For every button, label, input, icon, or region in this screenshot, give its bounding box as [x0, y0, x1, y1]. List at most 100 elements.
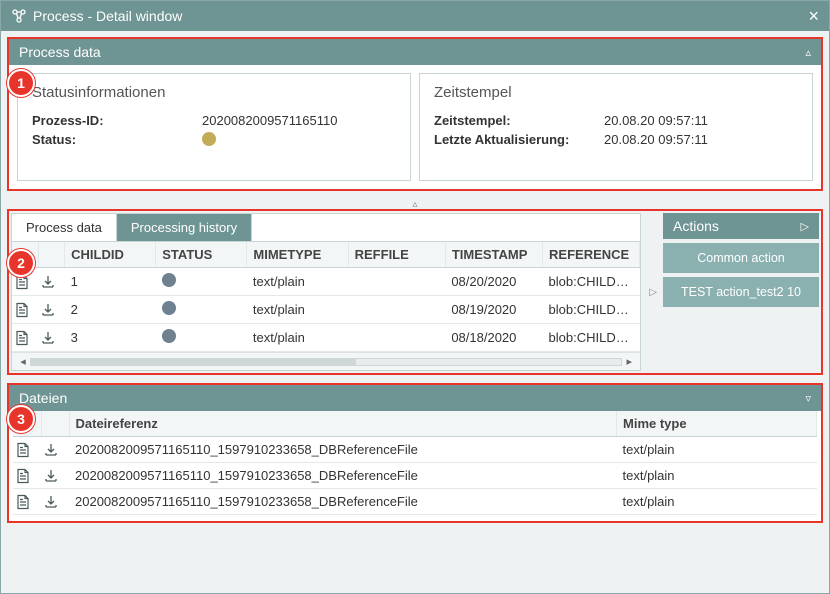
history-col-header[interactable]: REFERENCE — [543, 242, 640, 268]
status-info-heading: Statusinformationen — [32, 84, 396, 101]
cell-reference: blob:CHILD… — [543, 324, 640, 352]
scroll-thumb[interactable] — [31, 359, 356, 365]
history-panel: Process data Processing history CHILDIDS… — [11, 213, 641, 371]
file-icon[interactable] — [12, 296, 38, 324]
process-icon — [11, 8, 33, 24]
actions-panel: Actions ▷ Common action TEST action_test2… — [663, 213, 819, 371]
status-dot-gray — [162, 301, 176, 315]
files-section: 3 Dateien ▿ DateireferenzMime type202008… — [7, 383, 823, 523]
scroll-track[interactable] — [30, 358, 622, 366]
actions-header[interactable]: Actions ▷ — [663, 213, 819, 239]
detail-window: Process - Detail window × 1 Process data… — [0, 0, 830, 594]
callout-badge-3: 3 — [7, 405, 35, 433]
files-table: DateireferenzMime type202008200957116511… — [13, 411, 817, 515]
kv-key: Status: — [32, 132, 202, 149]
cell-reffile — [348, 324, 445, 352]
cell-mimetype: text/plain — [247, 296, 348, 324]
download-icon[interactable] — [38, 268, 64, 296]
history-col-header[interactable]: CHILDID — [65, 242, 156, 268]
file-icon[interactable] — [13, 437, 41, 463]
splitter-handle[interactable]: ▵ — [7, 199, 823, 209]
cell-status — [156, 324, 247, 352]
download-icon[interactable] — [41, 463, 69, 489]
kv-key: Zeitstempel: — [434, 113, 604, 128]
history-col-header[interactable]: STATUS — [156, 242, 247, 268]
file-icon[interactable] — [13, 489, 41, 515]
kv-value: 2020082009571165110 — [202, 113, 396, 128]
file-icon[interactable] — [13, 463, 41, 489]
timestamp-card: Zeitstempel Zeitstempel:20.08.20 09:57:1… — [419, 73, 813, 181]
cell-reffile — [348, 296, 445, 324]
tabs-row: Process data Processing history — [12, 214, 640, 242]
files-row[interactable]: 2020082009571165110_1597910233658_DBRefe… — [13, 463, 817, 489]
collapse-icon[interactable]: ▵ — [805, 46, 811, 59]
window-title: Process - Detail window — [33, 8, 808, 24]
kv-value: 20.08.20 09:57:11 — [604, 132, 798, 147]
kv-row: Status: — [32, 132, 396, 149]
files-header[interactable]: Dateien ▿ — [9, 385, 821, 411]
status-info-card: Statusinformationen Prozess-ID:202008200… — [17, 73, 411, 181]
cell-reference: blob:CHILD… — [543, 296, 640, 324]
history-actions-section: 2 Process data Processing history CHILDI… — [7, 209, 823, 375]
download-icon[interactable] — [41, 489, 69, 515]
horizontal-scrollbar[interactable]: ◂ ▸ — [12, 352, 640, 370]
kv-row: Letzte Aktualisierung:20.08.20 09:57:11 — [434, 132, 798, 147]
files-row[interactable]: 2020082009571165110_1597910233658_DBRefe… — [13, 437, 817, 463]
history-col-header[interactable]: MIMETYPE — [247, 242, 348, 268]
cell-childid: 1 — [65, 268, 156, 296]
callout-badge-2: 2 — [7, 249, 35, 277]
cell-reference: blob:CHILD… — [543, 268, 640, 296]
scroll-right-icon[interactable]: ▸ — [622, 355, 636, 368]
kv-row: Prozess-ID:2020082009571165110 — [32, 113, 396, 128]
files-row[interactable]: 2020082009571165110_1597910233658_DBRefe… — [13, 489, 817, 515]
history-row[interactable]: 3text/plain08/18/2020blob:CHILD… — [12, 324, 640, 352]
cell-status — [156, 296, 247, 324]
title-bar: Process - Detail window × — [1, 1, 829, 31]
side-collapse-icon[interactable]: ▷ — [649, 287, 657, 298]
close-icon[interactable]: × — [808, 6, 819, 27]
history-col-header[interactable] — [38, 242, 64, 268]
download-icon[interactable] — [38, 296, 64, 324]
actions-title: Actions — [673, 218, 719, 234]
history-col-header[interactable]: REFFILE — [348, 242, 445, 268]
tab-processing-history[interactable]: Processing history — [117, 214, 252, 241]
process-data-section: 1 Process data ▵ Statusinformationen Pro… — [7, 37, 823, 191]
files-title: Dateien — [19, 390, 67, 406]
cell-fileref: 2020082009571165110_1597910233658_DBRefe… — [69, 489, 617, 515]
actions-expand-icon[interactable]: ▷ — [801, 220, 809, 233]
expand-icon[interactable]: ▿ — [805, 392, 811, 405]
cell-fileref: 2020082009571165110_1597910233658_DBRefe… — [69, 463, 617, 489]
action-button[interactable]: TEST action_test2 10 — [663, 277, 819, 307]
process-data-title: Process data — [19, 44, 101, 60]
files-body: DateireferenzMime type202008200957116511… — [9, 411, 821, 521]
window-content: 1 Process data ▵ Statusinformationen Pro… — [1, 31, 829, 537]
timestamp-heading: Zeitstempel — [434, 84, 798, 101]
scroll-left-icon[interactable]: ◂ — [16, 355, 30, 368]
files-col-header[interactable]: Mime type — [617, 411, 817, 437]
cell-fileref: 2020082009571165110_1597910233658_DBRefe… — [69, 437, 617, 463]
download-icon[interactable] — [38, 324, 64, 352]
callout-badge-1: 1 — [7, 69, 35, 97]
cell-status — [156, 268, 247, 296]
process-data-header[interactable]: Process data ▵ — [9, 39, 821, 65]
cell-mime: text/plain — [617, 437, 817, 463]
history-row[interactable]: 1text/plain08/20/2020blob:CHILD… — [12, 268, 640, 296]
kv-key: Letzte Aktualisierung: — [434, 132, 604, 147]
action-button[interactable]: Common action — [663, 243, 819, 273]
files-col-header[interactable]: Dateireferenz — [69, 411, 617, 437]
cell-childid: 2 — [65, 296, 156, 324]
kv-row: Zeitstempel:20.08.20 09:57:11 — [434, 113, 798, 128]
history-row[interactable]: 2 text/plain 08/19/2020blob:CHILD… — [12, 296, 640, 324]
download-icon[interactable] — [41, 437, 69, 463]
tab-process-data[interactable]: Process data — [12, 214, 117, 241]
cell-timestamp: 08/19/2020 — [445, 296, 542, 324]
cell-mime: text/plain — [617, 463, 817, 489]
history-grid: CHILDIDSTATUSMIMETYPEREFFILETIMESTAMPREF… — [12, 242, 640, 352]
cell-mimetype: text/plain — [247, 324, 348, 352]
cell-timestamp: 08/20/2020 — [445, 268, 542, 296]
cell-reffile — [348, 268, 445, 296]
file-icon[interactable] — [12, 324, 38, 352]
history-col-header[interactable]: TIMESTAMP — [445, 242, 542, 268]
files-col-header[interactable] — [41, 411, 69, 437]
kv-key: Prozess-ID: — [32, 113, 202, 128]
